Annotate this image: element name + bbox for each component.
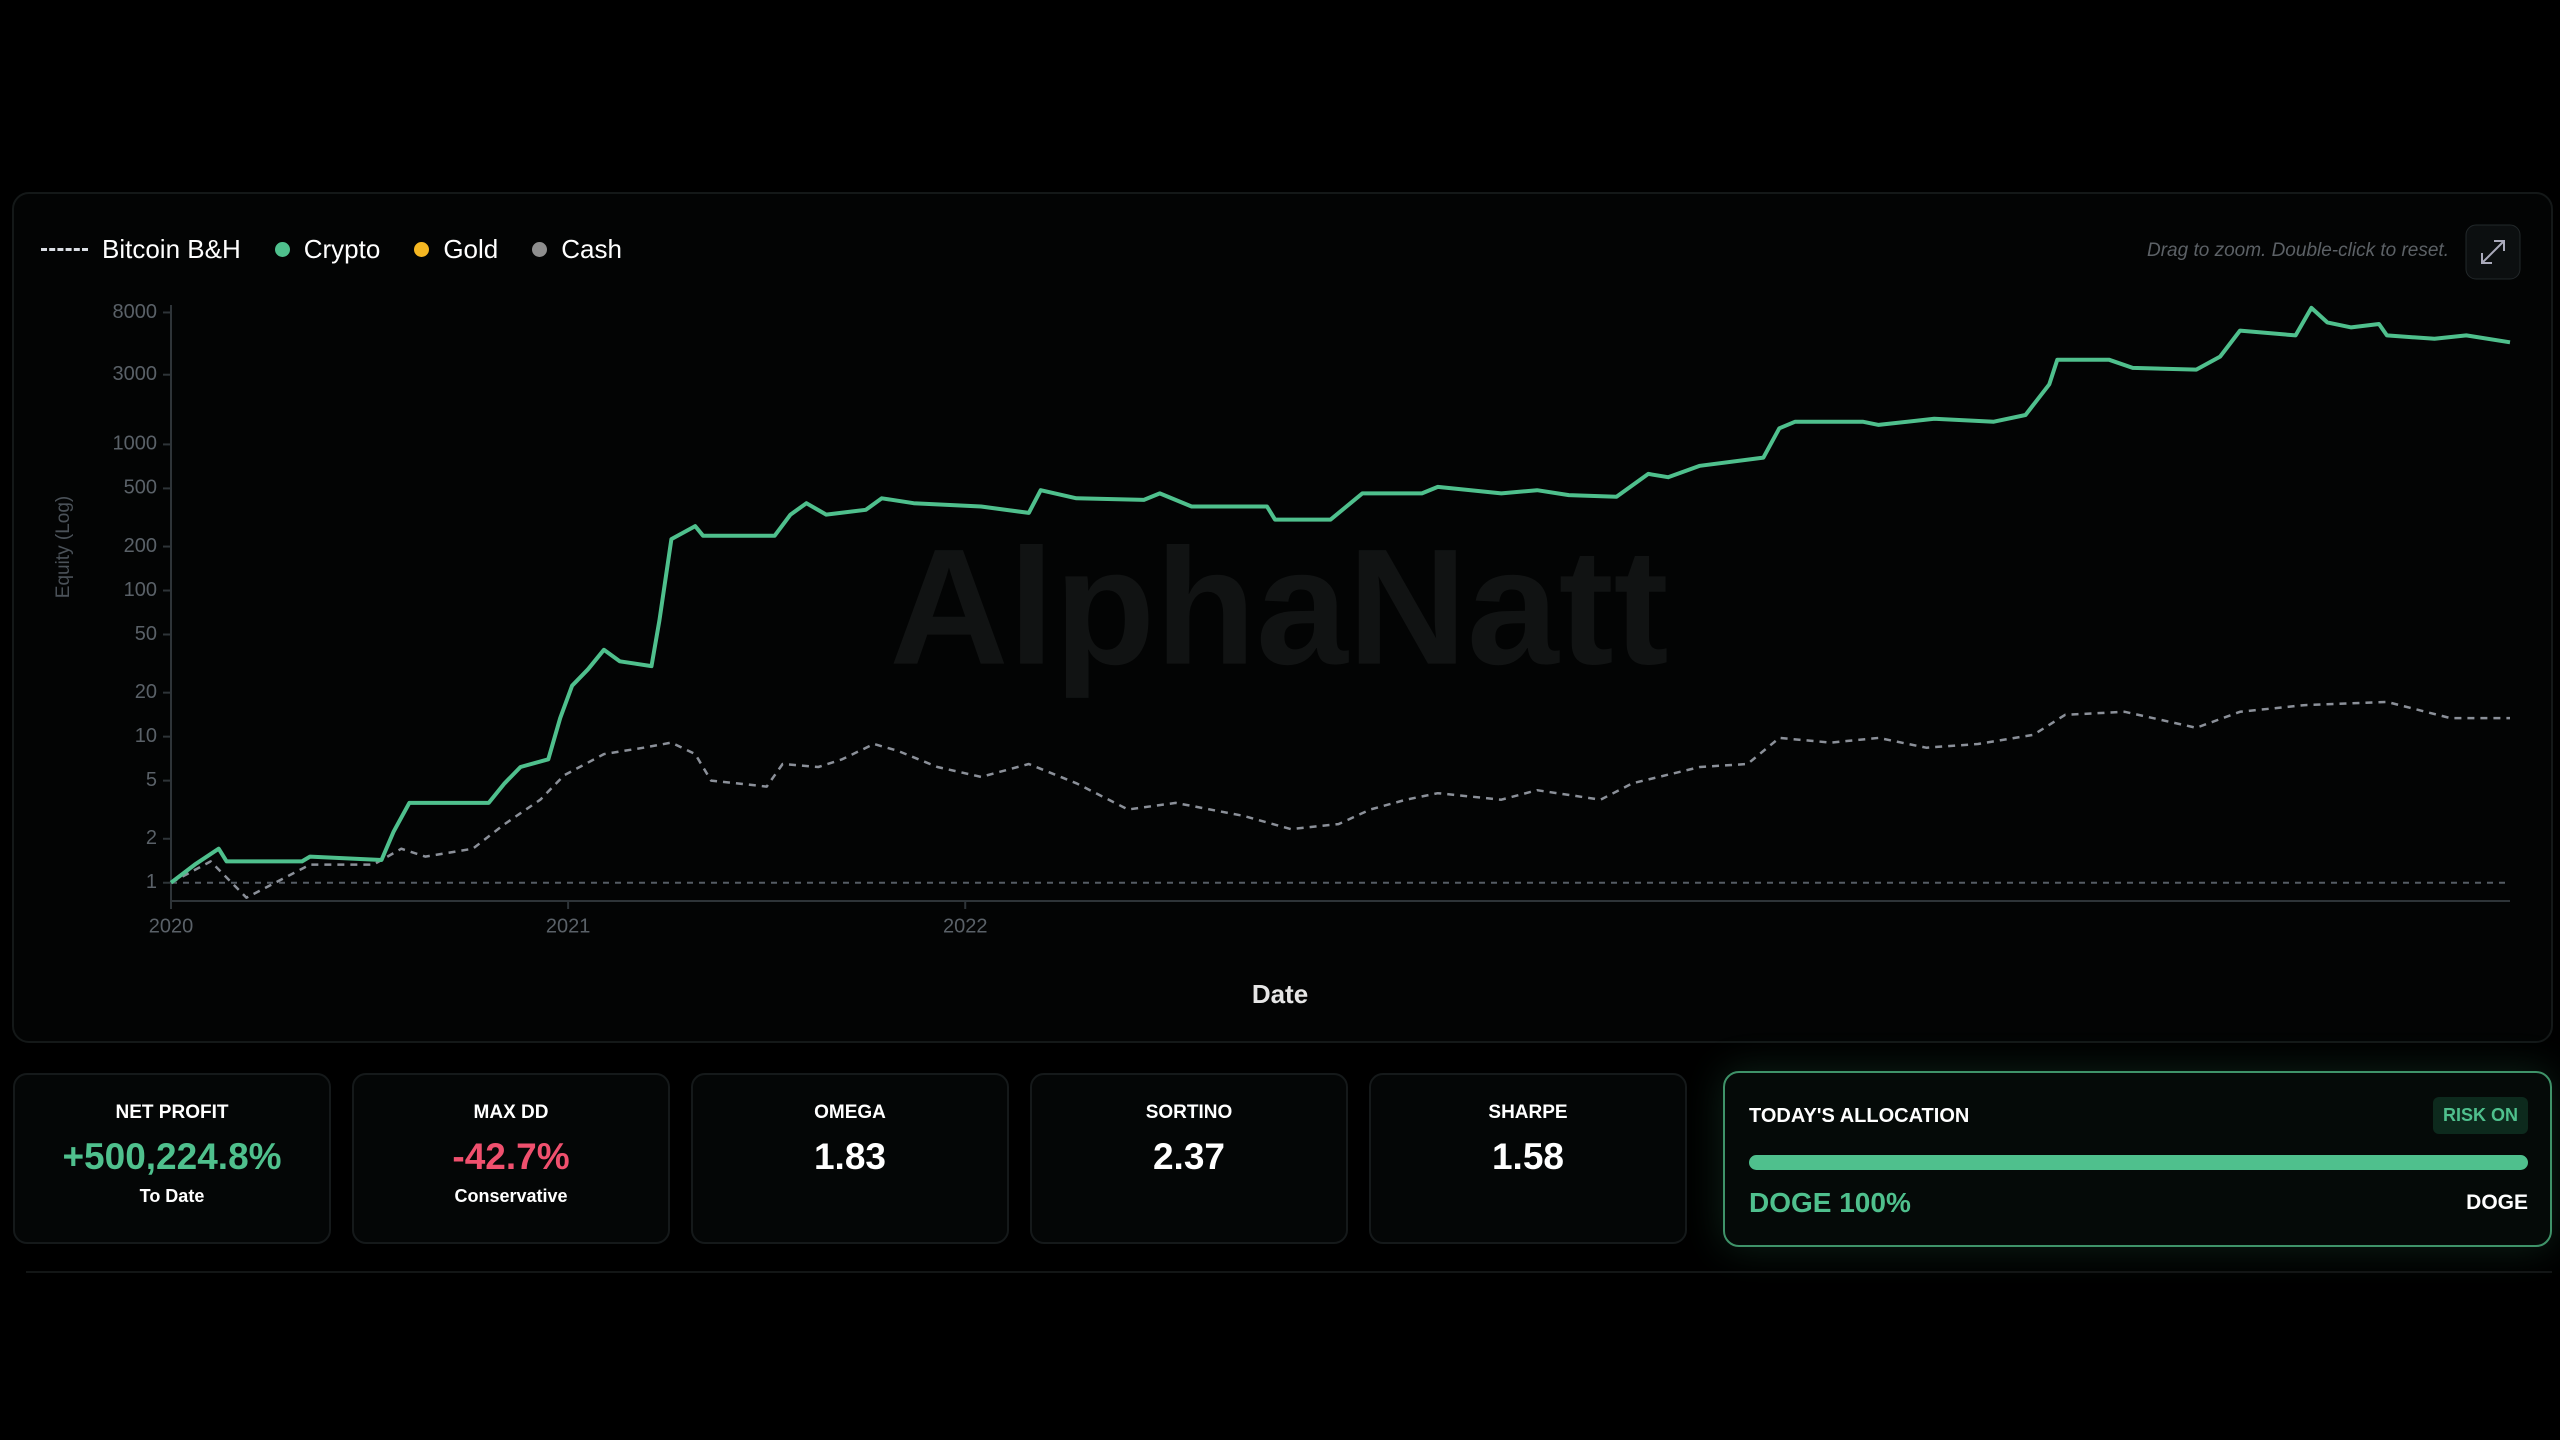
- y-tick-label: 500: [124, 477, 157, 499]
- y-tick-label: 2: [146, 827, 157, 849]
- y-tick-label: 3000: [113, 363, 158, 385]
- metric-label: MAX DD: [473, 1102, 549, 1123]
- risk-badge: RISK ON: [2432, 1097, 2528, 1134]
- metric-value: 1.83: [813, 1136, 886, 1177]
- y-tick-label: 20: [135, 681, 157, 703]
- series-line: [169, 305, 2511, 885]
- metric-card: NET PROFIT +500,224.8% To Date: [13, 1073, 331, 1244]
- expand-icon: [2481, 240, 2505, 264]
- allocation-bar: [1749, 1155, 2528, 1170]
- legend-marker: [274, 242, 290, 257]
- zoom-hint: Drag to zoom. Double-click to reset.: [2147, 240, 2449, 261]
- metric-card: MAX DD -42.7% Conservative: [352, 1073, 670, 1244]
- metric-value: 2.37: [1152, 1136, 1225, 1177]
- divider: [26, 1271, 2552, 1273]
- allocation-title: TODAY'S ALLOCATION: [1749, 1105, 1970, 1127]
- metric-label: SORTINO: [1145, 1102, 1233, 1123]
- y-tick-label: 50: [135, 623, 157, 645]
- legend-marker: [41, 248, 88, 251]
- y-tick-label: 10: [135, 725, 157, 747]
- legend-item: Bitcoin B&H: [41, 234, 241, 265]
- y-tick-label: 1: [146, 871, 157, 893]
- watermark: AlphaNatt: [889, 515, 1668, 699]
- metric-value: -42.7%: [452, 1136, 570, 1177]
- legend-item: Cash: [532, 234, 622, 265]
- allocation-asset-share: DOGE 100%: [1749, 1187, 1911, 1218]
- legend-label: Gold: [443, 234, 499, 264]
- metric-label: NET PROFIT: [115, 1102, 229, 1123]
- metric-card: SORTINO 2.37: [1030, 1073, 1348, 1244]
- legend-marker: [532, 242, 548, 257]
- legend-marker: [414, 242, 430, 257]
- metric-label: OMEGA: [814, 1102, 886, 1123]
- legend-item: Crypto: [274, 234, 381, 265]
- metric-value: 1.58: [1491, 1136, 1564, 1177]
- metric-cards: NET PROFIT +500,224.8% To Date MAX DD -42.7%…: [13, 1073, 1687, 1244]
- x-axis-label: Date: [1252, 979, 1308, 1009]
- legend-label: Crypto: [303, 234, 381, 264]
- legend: Bitcoin B&H Crypto Gold Cash: [41, 234, 622, 265]
- y-axis-label: Equity (Log): [53, 496, 74, 598]
- y-tick-label: 200: [124, 535, 157, 557]
- legend-label: Bitcoin B&H: [102, 234, 241, 264]
- y-tick-label: 100: [124, 579, 157, 601]
- metric-sub: To Date: [139, 1186, 205, 1206]
- metric-sub: Conservative: [454, 1186, 568, 1206]
- metric-value: +500,224.8%: [62, 1136, 282, 1177]
- x-tick-label: 2022: [943, 915, 988, 937]
- legend-item: Gold: [414, 234, 498, 265]
- allocation-asset: DOGE: [2466, 1191, 2528, 1214]
- series-line: [170, 700, 2510, 899]
- legend-label: Cash: [561, 234, 622, 264]
- metric-card: SHARPE 1.58: [1369, 1073, 1687, 1244]
- chart: AlphaNatt Drag to zoom. Double-click to …: [12, 192, 2553, 1043]
- x-tick-label: 2020: [149, 915, 194, 937]
- chart-panel: [12, 192, 2553, 1043]
- allocation-card: TODAY'S ALLOCATION RISK ON DOGE 100% DOG…: [1723, 1071, 2552, 1247]
- y-tick-label: 5: [146, 769, 157, 791]
- y-tick-label: 8000: [113, 301, 158, 323]
- metric-label: SHARPE: [1488, 1102, 1568, 1123]
- metric-card: OMEGA 1.83: [691, 1073, 1009, 1244]
- allocation-track: [1749, 1155, 2528, 1170]
- x-tick-label: 2021: [546, 915, 591, 937]
- y-tick-label: 1000: [113, 433, 158, 455]
